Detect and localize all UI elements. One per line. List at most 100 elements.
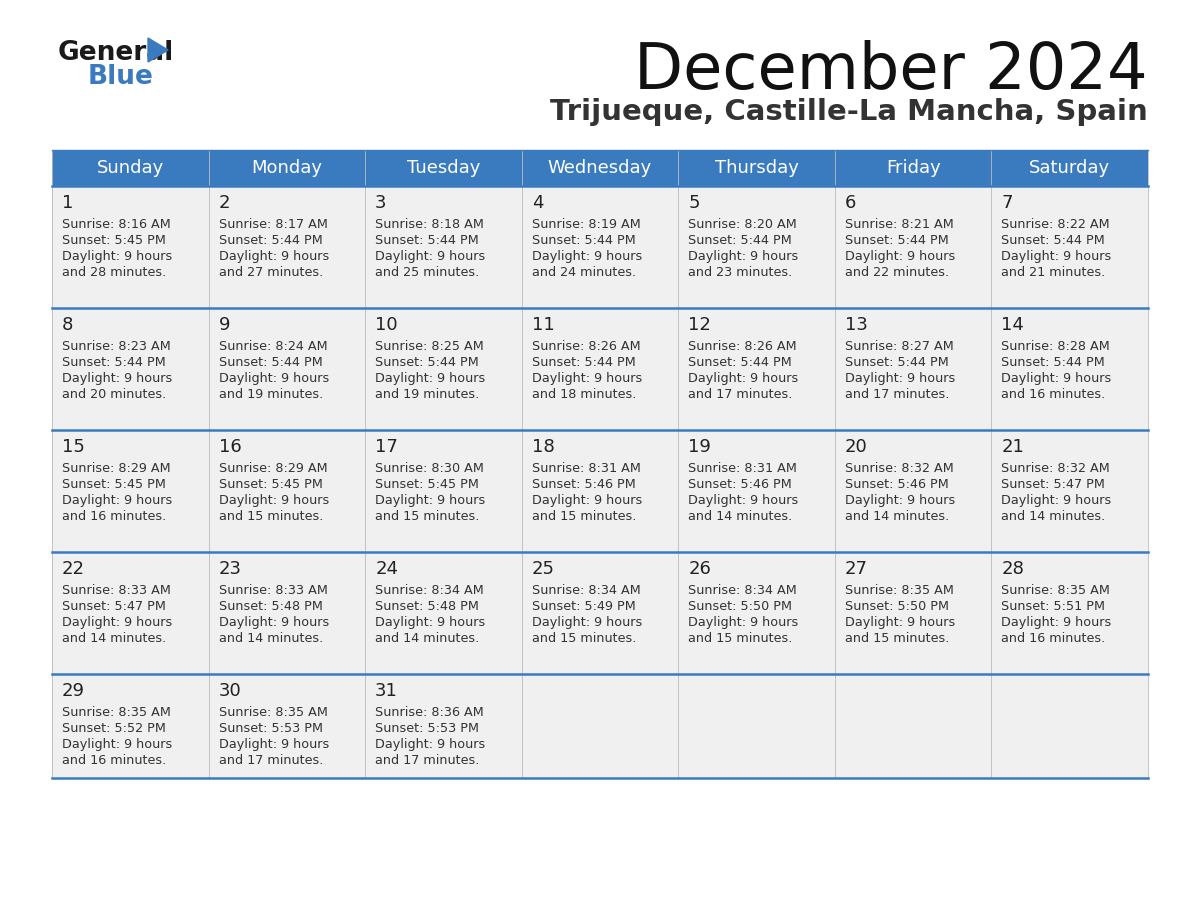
- Text: and 15 minutes.: and 15 minutes.: [375, 510, 480, 523]
- Text: Sunset: 5:44 PM: Sunset: 5:44 PM: [375, 234, 479, 247]
- Text: and 15 minutes.: and 15 minutes.: [219, 510, 323, 523]
- Text: 7: 7: [1001, 194, 1013, 212]
- Text: Sunrise: 8:29 AM: Sunrise: 8:29 AM: [62, 462, 171, 475]
- Bar: [52, 308, 1148, 430]
- Text: and 19 minutes.: and 19 minutes.: [375, 388, 480, 401]
- Text: Sunset: 5:44 PM: Sunset: 5:44 PM: [845, 356, 948, 369]
- Text: Sunset: 5:52 PM: Sunset: 5:52 PM: [62, 722, 166, 735]
- Text: and 16 minutes.: and 16 minutes.: [62, 754, 166, 767]
- Text: Sunrise: 8:23 AM: Sunrise: 8:23 AM: [62, 340, 171, 353]
- Text: Daylight: 9 hours: Daylight: 9 hours: [62, 616, 172, 629]
- Text: 14: 14: [1001, 316, 1024, 334]
- Text: Sunrise: 8:31 AM: Sunrise: 8:31 AM: [688, 462, 797, 475]
- Text: Sunrise: 8:35 AM: Sunrise: 8:35 AM: [845, 584, 954, 597]
- Text: 1: 1: [62, 194, 74, 212]
- Text: 29: 29: [62, 682, 86, 700]
- Text: Trijueque, Castille-La Mancha, Spain: Trijueque, Castille-La Mancha, Spain: [550, 98, 1148, 126]
- Text: Sunset: 5:49 PM: Sunset: 5:49 PM: [532, 600, 636, 613]
- Text: Sunset: 5:46 PM: Sunset: 5:46 PM: [532, 478, 636, 491]
- Text: Daylight: 9 hours: Daylight: 9 hours: [845, 616, 955, 629]
- Text: Daylight: 9 hours: Daylight: 9 hours: [845, 494, 955, 507]
- Text: and 14 minutes.: and 14 minutes.: [375, 632, 480, 645]
- Text: Daylight: 9 hours: Daylight: 9 hours: [1001, 250, 1112, 263]
- Text: 18: 18: [532, 438, 555, 456]
- Text: 26: 26: [688, 560, 712, 578]
- Text: Sunset: 5:44 PM: Sunset: 5:44 PM: [688, 234, 792, 247]
- Text: December 2024: December 2024: [634, 40, 1148, 102]
- Text: Daylight: 9 hours: Daylight: 9 hours: [62, 494, 172, 507]
- Text: Sunrise: 8:28 AM: Sunrise: 8:28 AM: [1001, 340, 1110, 353]
- Text: Sunset: 5:46 PM: Sunset: 5:46 PM: [845, 478, 948, 491]
- Text: Sunset: 5:51 PM: Sunset: 5:51 PM: [1001, 600, 1105, 613]
- Text: 21: 21: [1001, 438, 1024, 456]
- Text: Sunset: 5:44 PM: Sunset: 5:44 PM: [532, 356, 636, 369]
- Text: 23: 23: [219, 560, 241, 578]
- Text: Daylight: 9 hours: Daylight: 9 hours: [219, 494, 329, 507]
- Text: 24: 24: [375, 560, 398, 578]
- Text: and 14 minutes.: and 14 minutes.: [219, 632, 323, 645]
- Text: and 14 minutes.: and 14 minutes.: [688, 510, 792, 523]
- Text: and 27 minutes.: and 27 minutes.: [219, 266, 323, 279]
- Text: and 14 minutes.: and 14 minutes.: [845, 510, 949, 523]
- Text: and 21 minutes.: and 21 minutes.: [1001, 266, 1106, 279]
- Text: Daylight: 9 hours: Daylight: 9 hours: [219, 616, 329, 629]
- Text: 16: 16: [219, 438, 241, 456]
- Text: Sunset: 5:48 PM: Sunset: 5:48 PM: [219, 600, 322, 613]
- Bar: [52, 186, 1148, 308]
- Text: Sunset: 5:44 PM: Sunset: 5:44 PM: [532, 234, 636, 247]
- Text: Sunrise: 8:35 AM: Sunrise: 8:35 AM: [219, 706, 328, 719]
- Text: Friday: Friday: [886, 159, 941, 177]
- Bar: [52, 552, 1148, 674]
- Text: and 14 minutes.: and 14 minutes.: [1001, 510, 1106, 523]
- Text: and 17 minutes.: and 17 minutes.: [845, 388, 949, 401]
- Text: Sunset: 5:53 PM: Sunset: 5:53 PM: [375, 722, 479, 735]
- Text: 3: 3: [375, 194, 386, 212]
- Text: Daylight: 9 hours: Daylight: 9 hours: [62, 372, 172, 385]
- Text: 4: 4: [532, 194, 543, 212]
- Text: Daylight: 9 hours: Daylight: 9 hours: [375, 372, 486, 385]
- Text: Sunset: 5:45 PM: Sunset: 5:45 PM: [62, 234, 166, 247]
- Text: and 28 minutes.: and 28 minutes.: [62, 266, 166, 279]
- Text: 15: 15: [62, 438, 84, 456]
- Text: and 24 minutes.: and 24 minutes.: [532, 266, 636, 279]
- Text: Sunrise: 8:18 AM: Sunrise: 8:18 AM: [375, 218, 484, 231]
- Text: Daylight: 9 hours: Daylight: 9 hours: [375, 738, 486, 751]
- Text: Sunset: 5:44 PM: Sunset: 5:44 PM: [688, 356, 792, 369]
- Text: Sunset: 5:48 PM: Sunset: 5:48 PM: [375, 600, 479, 613]
- Text: Daylight: 9 hours: Daylight: 9 hours: [1001, 616, 1112, 629]
- Text: 10: 10: [375, 316, 398, 334]
- Text: Monday: Monday: [252, 159, 322, 177]
- Text: and 18 minutes.: and 18 minutes.: [532, 388, 636, 401]
- Text: 20: 20: [845, 438, 867, 456]
- Text: Sunset: 5:50 PM: Sunset: 5:50 PM: [688, 600, 792, 613]
- Text: 9: 9: [219, 316, 230, 334]
- Text: Sunrise: 8:34 AM: Sunrise: 8:34 AM: [532, 584, 640, 597]
- Text: Sunset: 5:45 PM: Sunset: 5:45 PM: [219, 478, 322, 491]
- Text: 22: 22: [62, 560, 86, 578]
- Text: Sunrise: 8:27 AM: Sunrise: 8:27 AM: [845, 340, 954, 353]
- Text: Sunrise: 8:32 AM: Sunrise: 8:32 AM: [1001, 462, 1110, 475]
- Text: Sunrise: 8:26 AM: Sunrise: 8:26 AM: [532, 340, 640, 353]
- Text: and 23 minutes.: and 23 minutes.: [688, 266, 792, 279]
- Text: Sunset: 5:46 PM: Sunset: 5:46 PM: [688, 478, 792, 491]
- Text: 13: 13: [845, 316, 867, 334]
- Text: Sunrise: 8:36 AM: Sunrise: 8:36 AM: [375, 706, 484, 719]
- Text: Sunrise: 8:35 AM: Sunrise: 8:35 AM: [62, 706, 171, 719]
- Text: Sunrise: 8:26 AM: Sunrise: 8:26 AM: [688, 340, 797, 353]
- Text: Sunrise: 8:34 AM: Sunrise: 8:34 AM: [375, 584, 484, 597]
- Text: 27: 27: [845, 560, 868, 578]
- Text: Sunset: 5:44 PM: Sunset: 5:44 PM: [845, 234, 948, 247]
- Text: Daylight: 9 hours: Daylight: 9 hours: [532, 494, 642, 507]
- Text: Saturday: Saturday: [1029, 159, 1111, 177]
- Text: 12: 12: [688, 316, 712, 334]
- Text: Sunset: 5:44 PM: Sunset: 5:44 PM: [1001, 234, 1105, 247]
- Text: Wednesday: Wednesday: [548, 159, 652, 177]
- Polygon shape: [148, 38, 168, 62]
- Text: Sunset: 5:53 PM: Sunset: 5:53 PM: [219, 722, 323, 735]
- Text: and 15 minutes.: and 15 minutes.: [532, 510, 636, 523]
- Text: Daylight: 9 hours: Daylight: 9 hours: [1001, 372, 1112, 385]
- Text: Sunset: 5:44 PM: Sunset: 5:44 PM: [219, 356, 322, 369]
- Text: Daylight: 9 hours: Daylight: 9 hours: [375, 616, 486, 629]
- Text: Daylight: 9 hours: Daylight: 9 hours: [688, 616, 798, 629]
- Text: Daylight: 9 hours: Daylight: 9 hours: [219, 372, 329, 385]
